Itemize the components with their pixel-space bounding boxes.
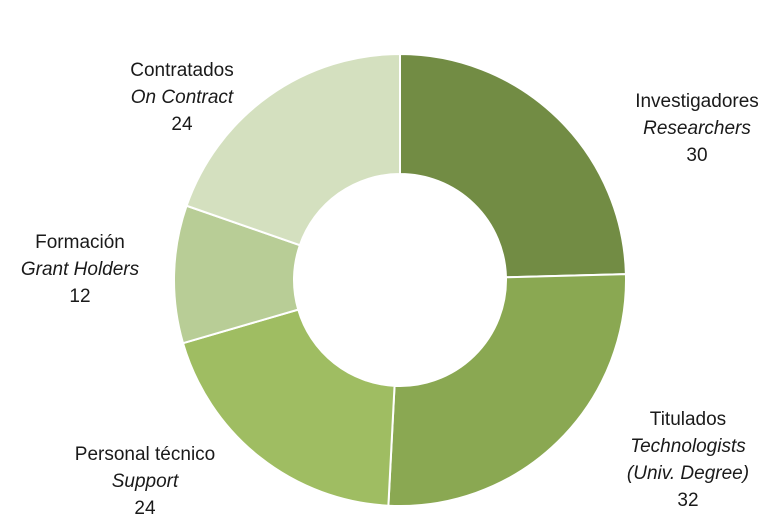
donut-slice-1 xyxy=(387,273,627,507)
slice-label-en: Support xyxy=(111,471,179,492)
slice-label-es: Investigadores xyxy=(635,91,759,112)
slice-label-es: Formación xyxy=(35,232,125,253)
slice-label-en: On Contract xyxy=(130,87,234,108)
slice-value: 12 xyxy=(69,286,91,307)
slice-label-en: Researchers xyxy=(643,118,751,139)
slice-value: 24 xyxy=(134,498,156,519)
slice-label-en: Grant Holders xyxy=(20,259,140,280)
slice-label-technologists: Titulados Technologists (Univ. Degree) 3… xyxy=(603,406,766,514)
slice-label-researchers: Investigadores Researchers 30 xyxy=(612,88,766,169)
slice-label-en-line1: Technologists xyxy=(630,436,746,457)
slice-value: 30 xyxy=(686,145,708,166)
slice-value: 32 xyxy=(677,490,699,511)
slice-label-support: Personal técnico Support 24 xyxy=(55,441,235,522)
donut-slice-0 xyxy=(399,52,627,279)
slice-label-es: Titulados xyxy=(649,409,727,430)
slice-value: 24 xyxy=(171,114,193,135)
slice-label-grant-holders: Formación Grant Holders 12 xyxy=(0,229,160,310)
donut-slice-2 xyxy=(181,308,396,507)
slice-label-es: Personal técnico xyxy=(74,444,216,465)
slice-label-es: Contratados xyxy=(130,60,234,81)
slice-label-on-contract: Contratados On Contract 24 xyxy=(97,57,267,138)
slice-label-en-line2: (Univ. Degree) xyxy=(626,463,750,484)
donut-slice-4 xyxy=(185,52,401,247)
